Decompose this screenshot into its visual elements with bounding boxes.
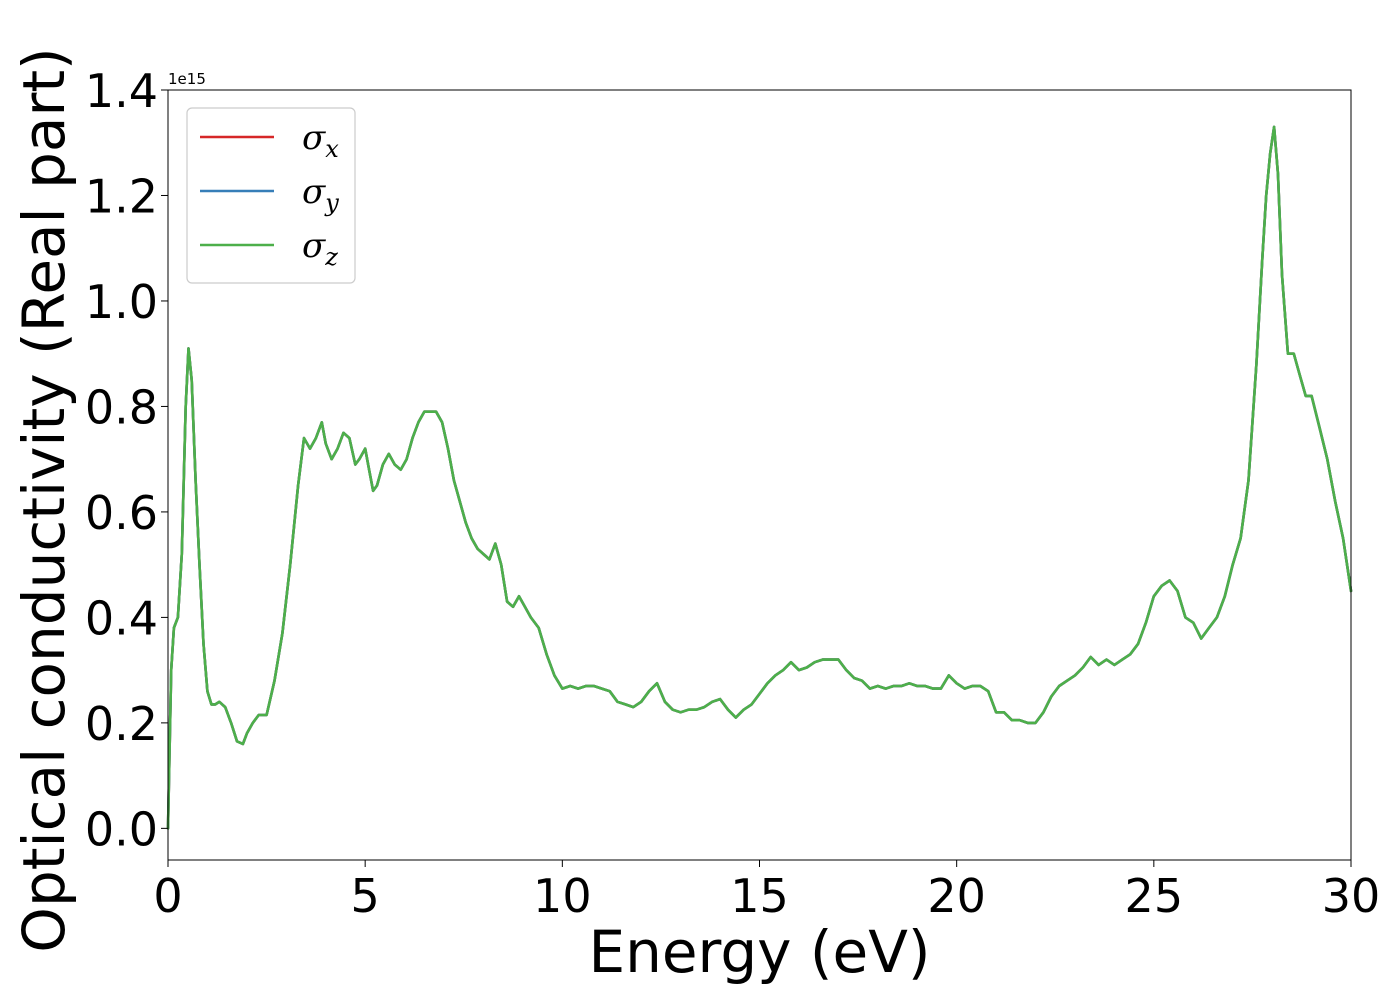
y-tick-label: 1.2	[85, 169, 158, 223]
y-offset-label: 1e15	[168, 70, 206, 88]
x-axis-label: Energy (eV)	[588, 918, 930, 986]
legend-label-sigma-z: σz	[302, 226, 338, 271]
legend-label-sigma-y: σy	[302, 172, 339, 217]
legend-box	[186, 107, 356, 284]
x-tick-label: 0	[153, 869, 182, 923]
x-tick-label: 10	[533, 869, 592, 923]
y-tick-label: 0.0	[85, 802, 158, 856]
x-tick-label: 30	[1322, 869, 1381, 923]
legend-subscript: z	[324, 243, 338, 271]
y-tick-label: 0.8	[85, 380, 158, 434]
legend-subscript: x	[325, 135, 339, 163]
y-axis-ticks: 0.0 0.2 0.4 0.6 0.8 1.0 1.2 1.4	[85, 64, 168, 856]
series-line-sigma-z	[166, 125, 1353, 830]
y-tick-label: 1.0	[85, 275, 158, 329]
x-tick-label: 5	[351, 869, 380, 923]
y-axis-label: Optical conductivity (Real part)	[10, 47, 78, 952]
x-axis-ticks: 0 5 10 15 20 25 30	[153, 860, 1380, 923]
series-layer	[166, 125, 1353, 830]
y-tick-label: 0.6	[85, 486, 158, 540]
x-tick-label: 20	[927, 869, 986, 923]
y-tick-label: 0.4	[85, 591, 158, 645]
x-tick-label: 25	[1125, 869, 1184, 923]
y-tick-label: 0.2	[85, 697, 158, 751]
legend-symbol: σ	[302, 226, 326, 266]
y-tick-label: 1.4	[85, 64, 158, 118]
legend-label-sigma-x: σx	[302, 118, 339, 163]
legend-symbol: σ	[302, 118, 326, 158]
x-tick-label: 15	[730, 869, 789, 923]
legend-symbol: σ	[302, 172, 326, 212]
legend-subscript: y	[324, 189, 339, 217]
